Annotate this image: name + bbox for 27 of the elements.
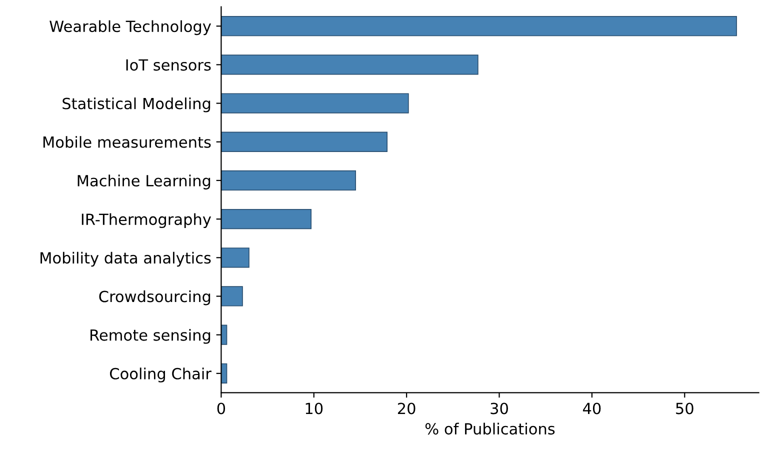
x-tick-label: 10 (306, 402, 323, 414)
y-tick-label: IR-Thermography (82, 213, 212, 228)
y-tick-label: Remote sensing (90, 329, 210, 344)
y-tick-label: Statistical Modeling (62, 97, 210, 112)
y-tick-label: Mobile measurements (43, 136, 211, 148)
bar (221, 54, 478, 75)
bar (221, 248, 250, 268)
y-tick-label: Cooling Chair (110, 368, 212, 382)
bar (221, 363, 228, 384)
bar (221, 324, 228, 345)
bar (221, 93, 409, 114)
y-tick-label: Mobility data analytics (40, 252, 211, 267)
y-tick-label: Crowdsourcing (99, 290, 210, 306)
x-tick-label: 30 (490, 402, 508, 414)
y-tick-label: Wearable Technology (50, 20, 211, 36)
x-axis-title: % of Publications (425, 422, 555, 435)
bar (221, 286, 243, 306)
bar (221, 16, 737, 36)
bar (221, 170, 356, 191)
x-tick-label: 40 (582, 402, 601, 414)
y-tick-label: IoT sensors (126, 59, 211, 71)
y-tick-label: Machine Learning (78, 174, 210, 190)
x-tick-label: 50 (676, 402, 694, 414)
bar (221, 208, 312, 230)
x-tick-label: 0 (217, 402, 226, 414)
bar (221, 132, 388, 152)
x-tick-label: 20 (398, 402, 416, 414)
